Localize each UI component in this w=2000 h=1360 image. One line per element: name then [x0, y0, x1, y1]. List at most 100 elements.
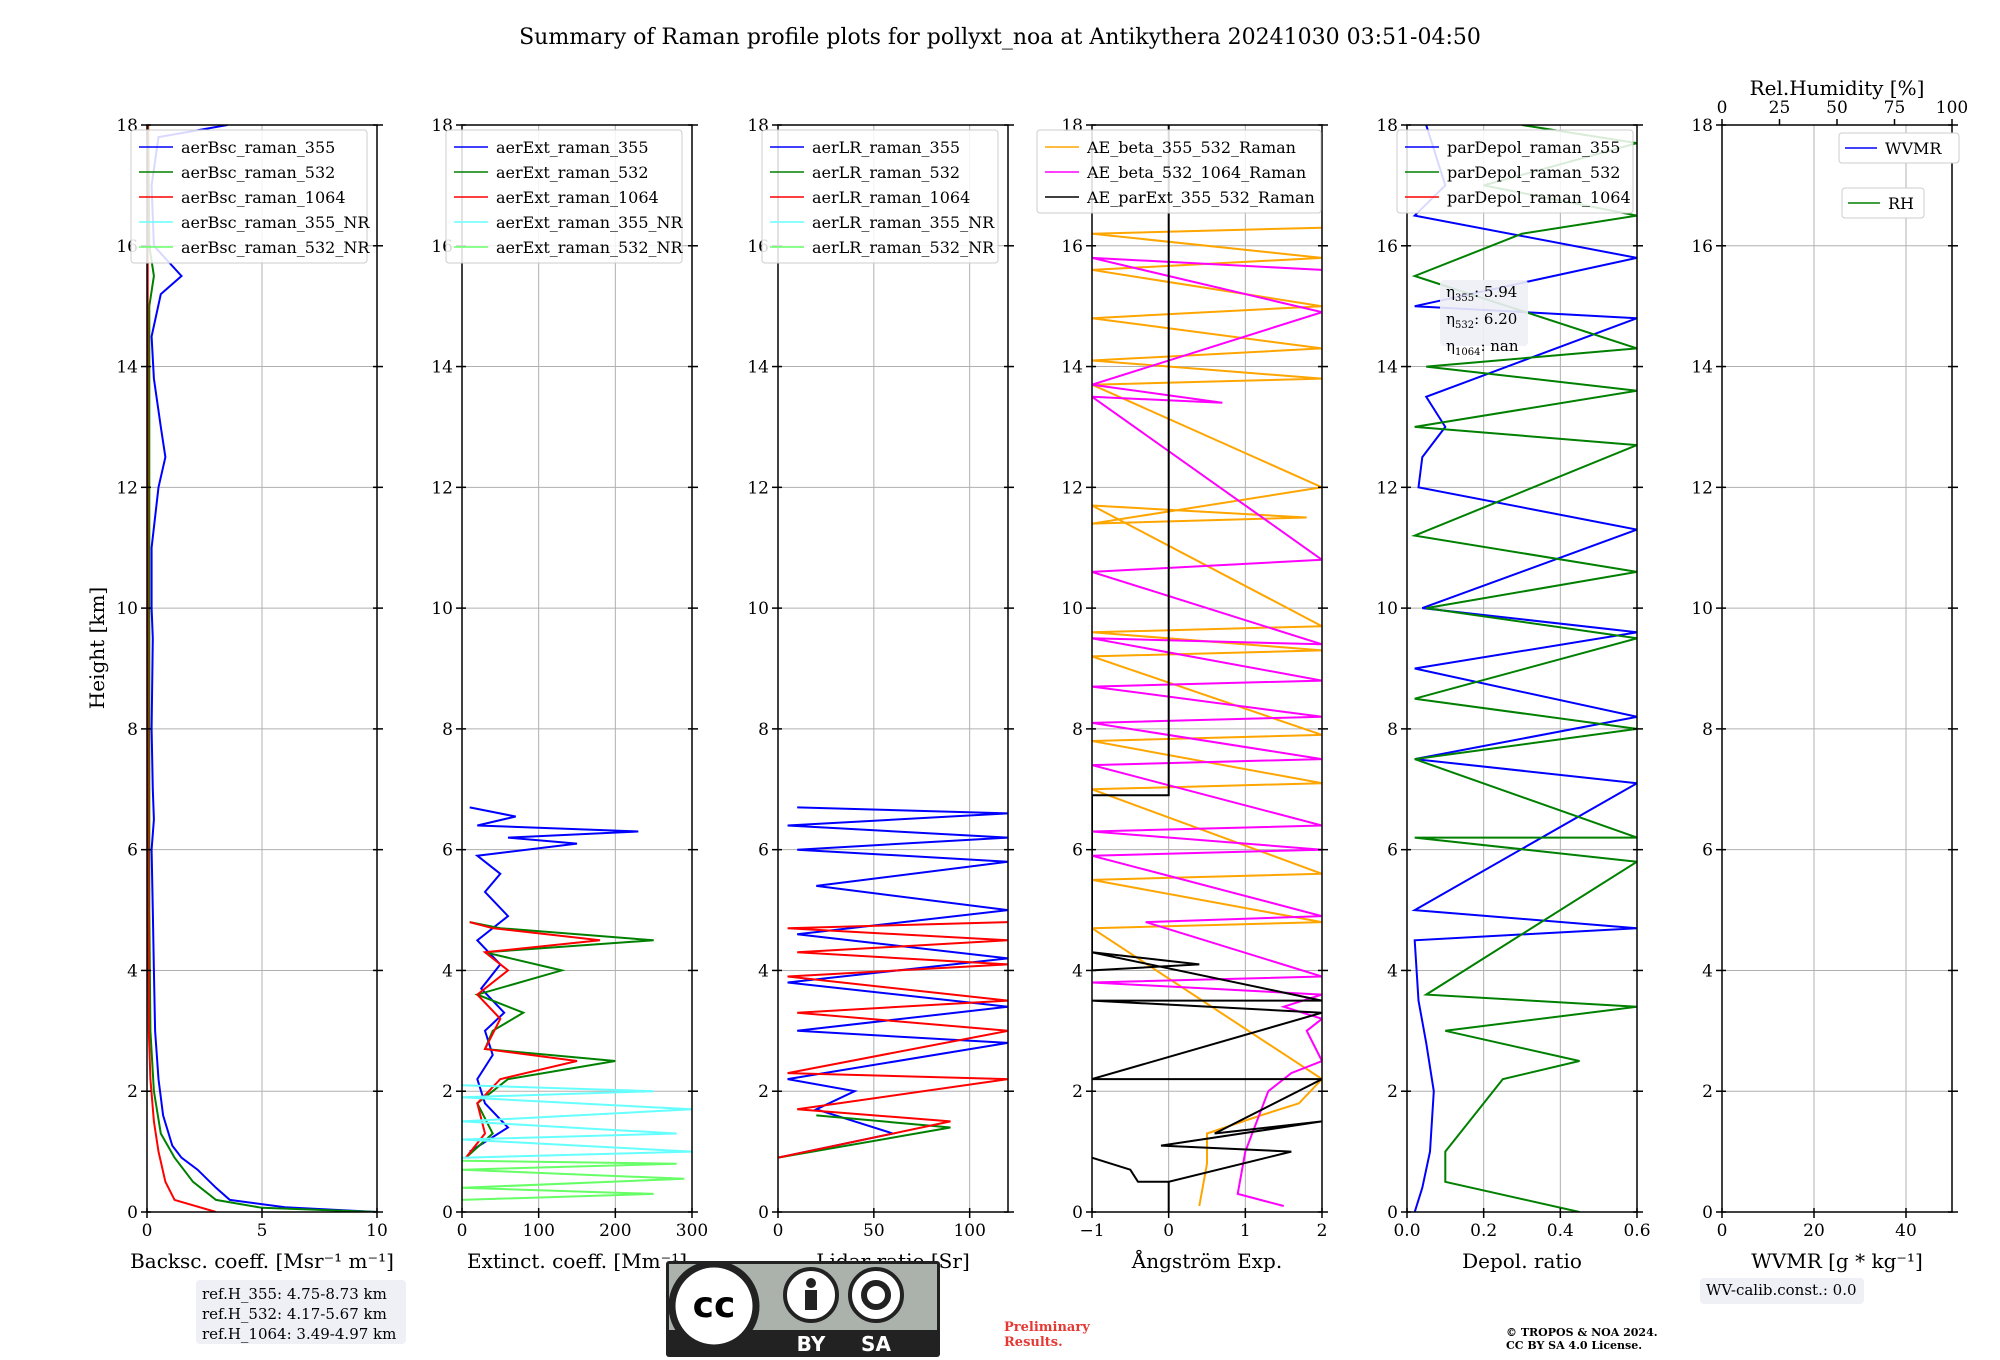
legend-label: aerLR_raman_355_NR: [812, 213, 995, 232]
svg-text:RH: RH: [1888, 194, 1914, 213]
y-tick-label: 12: [747, 478, 769, 498]
x-tick-label: 0.0: [1393, 1221, 1420, 1241]
y-tick-label: 0: [127, 1203, 138, 1223]
y-tick-label: 0: [442, 1203, 453, 1223]
y-tick-label: 2: [758, 1082, 769, 1102]
x-tick-label: 0: [142, 1221, 153, 1241]
series-aerLR_raman_355: [778, 806, 1008, 1159]
y-tick-label: 6: [758, 841, 769, 861]
y-tick-label: 2: [1702, 1082, 1713, 1102]
y-tick-label: 8: [1702, 720, 1713, 740]
ref-h-1064: ref.H_1064: 3.49-4.97 km: [202, 1325, 397, 1343]
figure-title: Summary of Raman profile plots for polly…: [519, 25, 1481, 50]
y-axis-label: Height [km]: [85, 587, 109, 709]
y-tick-label: 12: [431, 478, 453, 498]
y-tick-label: 12: [1691, 478, 1713, 498]
panel-lr: 024681012141618050100Lidar ratio [Sr]aer…: [747, 116, 1014, 1273]
x-tick-label: 10: [366, 1221, 388, 1241]
sa-recycle-icon: [848, 1267, 904, 1323]
y-tick-label: 10: [1061, 599, 1083, 619]
y-tick-label: 14: [116, 358, 138, 378]
x-tick-label: 40: [1895, 1221, 1917, 1241]
y-tick-label: 2: [127, 1082, 138, 1102]
x-tick-label: 0: [1717, 1221, 1728, 1241]
y-tick-label: 16: [1061, 237, 1083, 257]
top-tick-label: 25: [1769, 98, 1791, 118]
eta-532: η532: 6.20: [1446, 310, 1518, 331]
series-AE_parExt_355_532_Raman: [1092, 125, 1322, 1212]
copyright-note: © TROPOS & NOA 2024. CC BY SA 4.0 License…: [1506, 1326, 1658, 1352]
y-tick-label: 14: [747, 358, 769, 378]
legend-ae: AE_beta_355_532_Raman AE_beta_532_1064_Ra…: [1036, 129, 1322, 214]
x-axis-label-bsc: Backsc. coeff. [Msr⁻¹ m⁻¹]: [130, 1249, 394, 1273]
x-axis-label-wv: WVMR [g * kg⁻¹]: [1751, 1249, 1923, 1273]
legend-depol: parDepol_raman_355 parDepol_raman_532 parD…: [1396, 129, 1634, 214]
panel-depol: 0 2 4 6 8 10 12 14 16 18 0.0 0.2 0.4 0.6 Depol. ratio p…: [1376, 116, 1650, 1273]
x-tick-label: 50: [863, 1221, 885, 1241]
top-tick-label: 0: [1717, 98, 1728, 118]
y-tick-label: 10: [116, 599, 138, 619]
y-tick-label: 4: [1387, 961, 1398, 981]
axes-frame: [1406, 124, 1638, 1213]
legend-label: parDepol_raman_1064: [1447, 188, 1631, 207]
legend-label: aerLR_raman_1064: [812, 188, 970, 207]
y-tick-label: 2: [442, 1082, 453, 1102]
series-aerExt_raman_355_NR: [462, 1084, 692, 1159]
y-tick-label: 16: [1691, 237, 1713, 257]
x-axis-label-depol: Depol. ratio: [1462, 1249, 1582, 1273]
y-tick-label: 14: [431, 358, 453, 378]
y-tick-label: 4: [442, 961, 453, 981]
eta-355: η355: 5.94: [1446, 283, 1518, 304]
series-aerBsc_raman_1064: [147, 125, 217, 1212]
axes-frame: [777, 124, 1009, 1213]
y-tick-label: 8: [1072, 720, 1083, 740]
y-tick-label: 4: [1072, 961, 1083, 981]
legend-ext: aerExt_raman_355 aerExt_raman_532 aerExt_r…: [445, 129, 684, 264]
y-tick-label: 18: [1691, 116, 1713, 136]
svg-text:WVMR: WVMR: [1885, 139, 1942, 158]
y-tick-label: 0: [1387, 1203, 1398, 1223]
top-axis-label: Rel.Humidity [%]: [1750, 76, 1925, 100]
legend-RH: RH: [1841, 187, 1925, 219]
y-tick-label: 6: [1072, 841, 1083, 861]
legend-label: aerExt_raman_532: [496, 163, 649, 182]
eta-box: η355: 5.94 η532: 6.20 η1064: nan: [1440, 280, 1528, 358]
y-tick-label: 10: [431, 599, 453, 619]
top-tick-label: 100: [1936, 98, 1968, 118]
x-tick-label: 200: [599, 1221, 631, 1241]
y-tick-label: 16: [1376, 237, 1398, 257]
ref-h-532: ref.H_532: 4.17-5.67 km: [202, 1305, 387, 1323]
preliminary-note: Preliminary Results.: [1004, 1320, 1090, 1350]
legend-label: aerBsc_raman_355_NR: [181, 213, 370, 232]
wv-calib-box: WV-calib.const.: 0.0: [1700, 1278, 1864, 1304]
x-tick-label: 0: [1163, 1221, 1174, 1241]
y-tick-label: 8: [442, 720, 453, 740]
axes-frame: [1091, 124, 1323, 1213]
x-tick-label: 0: [773, 1221, 784, 1241]
legend-label: AE_beta_532_1064_Raman: [1086, 163, 1306, 182]
legend-bsc: aerBsc_raman_355 aerBsc_raman_532 aerBsc_r…: [130, 129, 370, 264]
legend-label: aerLR_raman_355: [812, 138, 960, 157]
y-tick-label: 6: [1702, 841, 1713, 861]
x-tick-label: 0: [457, 1221, 468, 1241]
y-tick-label: 12: [116, 478, 138, 498]
by-label: BY: [797, 1332, 826, 1356]
y-tick-label: 10: [1691, 599, 1713, 619]
y-tick-label: 2: [1387, 1082, 1398, 1102]
x-axis-label-ae: Ångström Exp.: [1131, 1248, 1282, 1273]
legend-label: aerLR_raman_532: [812, 163, 960, 182]
x-tick-label: −1: [1079, 1221, 1104, 1241]
axes-frame: [1721, 124, 1953, 1213]
y-tick-label: 0: [1072, 1203, 1083, 1223]
series-aerLR_raman_1064: [778, 921, 1008, 1159]
y-tick-label: 8: [127, 720, 138, 740]
series-aerBsc_raman_532: [147, 125, 377, 1212]
y-tick-label: 12: [1061, 478, 1083, 498]
x-tick-label: 1: [1240, 1221, 1251, 1241]
sa-label: SA: [861, 1332, 891, 1356]
